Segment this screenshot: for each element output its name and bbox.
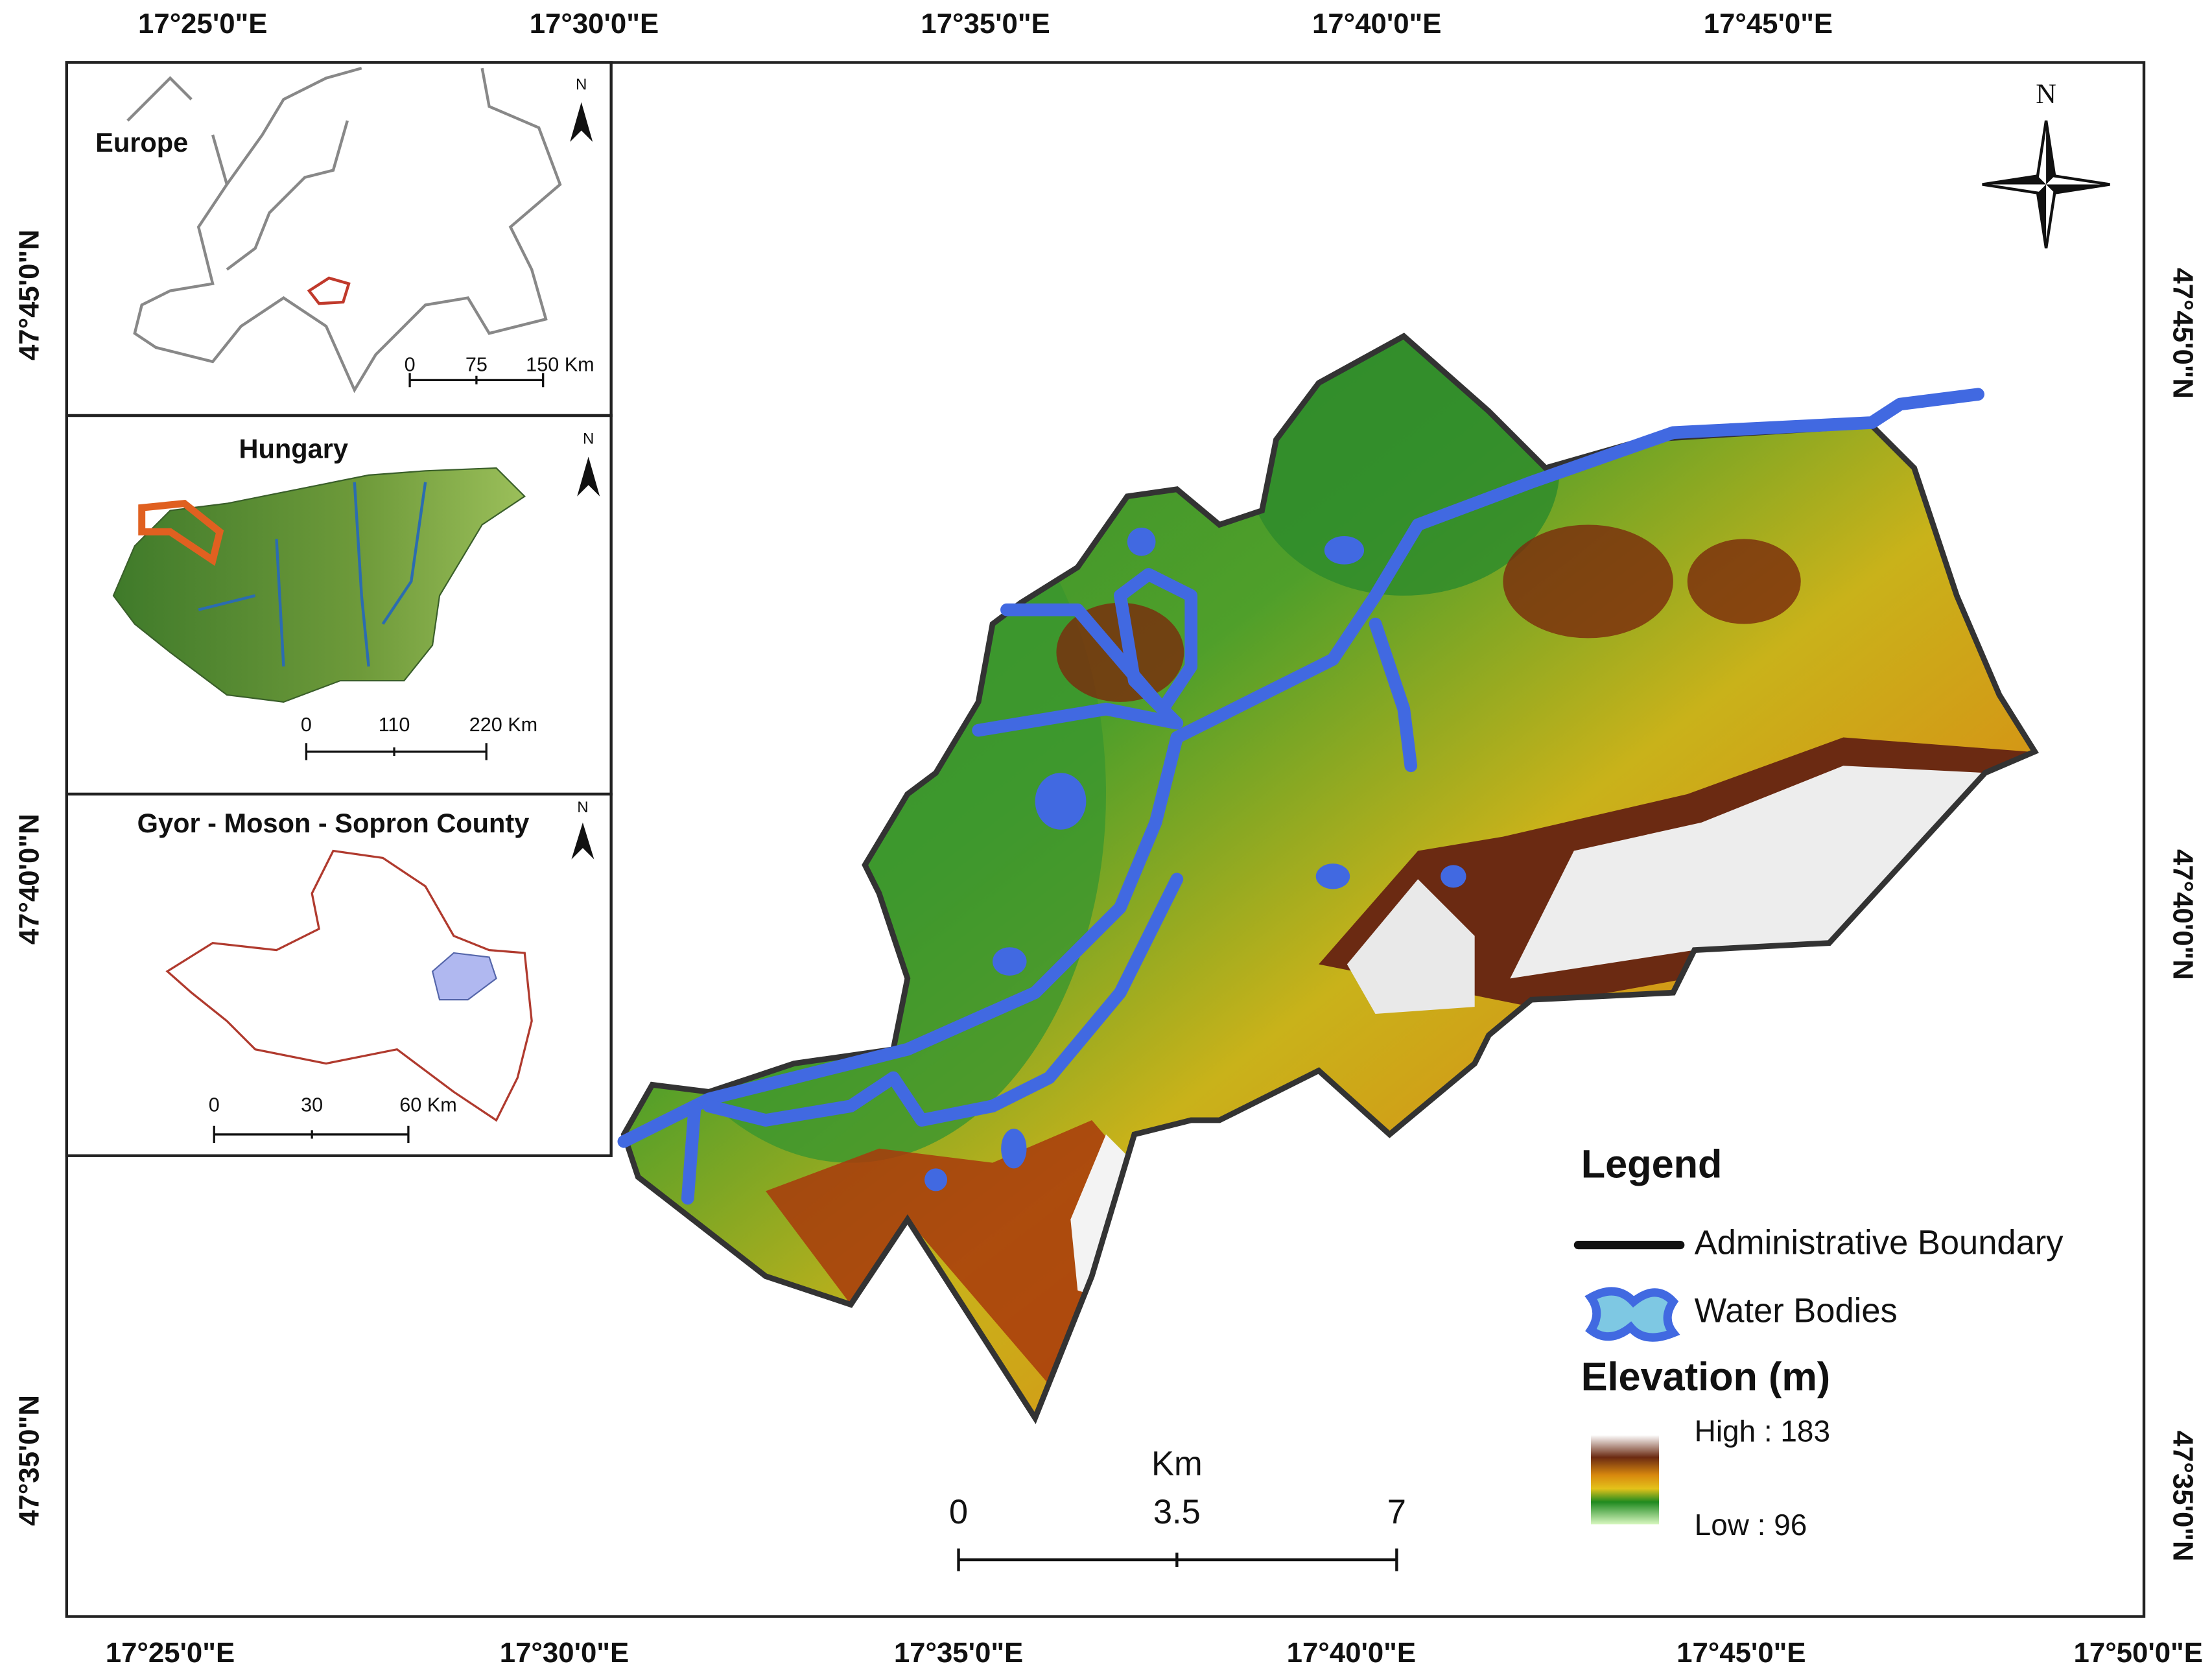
lake [1315,863,1350,889]
right-coordinate: 47°45'0"N [2167,268,2198,399]
inset-north: N [583,430,594,448]
north-label: N [2036,78,2056,110]
county-highlight [138,499,224,566]
inset-title: Gyor - Moson - Sopron County [137,808,530,838]
inset-scale-label: 75 [465,354,488,376]
right-coordinate: 47°40'0"N [2167,849,2198,980]
highland [1503,524,1673,639]
compass-shade [1982,176,2047,185]
inset-scale-label: 0 [301,714,312,736]
inset-scale-label: 110 [379,714,410,736]
bottom-coordinate: 17°30'0"E [500,1637,629,1669]
left-coordinate: 47°35'0"N [14,1395,45,1526]
scale-unit: Km [1151,1445,1203,1483]
scale-bar [957,1548,1398,1571]
right-coordinate: 47°35'0"N [2167,1431,2198,1562]
legend-title: Legend [1581,1142,1723,1186]
scale-label: 0 [949,1493,968,1531]
top-coordinate: 17°25'0"E [138,8,267,40]
top-coordinate: 17°30'0"E [530,8,659,40]
inset-title: Hungary [239,434,348,464]
lake [1127,527,1156,556]
inset-scale-bar [213,1125,410,1144]
county-outline [165,849,533,1122]
side-channel [972,568,1198,737]
main-river [617,388,1984,1148]
legend-item: Water Bodies [1695,1291,1898,1330]
scale-label: 7 [1387,1493,1406,1531]
hungary-highlight [307,276,351,305]
inset-north-arrow [570,102,593,142]
elevation-title: Elevation (m) [1581,1354,1830,1398]
lake [993,947,1027,976]
elevation-low: Low : 96 [1695,1508,1807,1542]
inset-north: N [577,799,588,816]
inset-north-arrow [571,822,594,860]
inset-scale-label: 0 [209,1094,220,1116]
compass-shade [2046,184,2110,193]
inset-title: Europe [95,127,188,158]
legend-water-symbol [1584,1287,1680,1342]
top-coordinate: 17°40'0"E [1312,8,1441,40]
inset-north-arrow [577,456,600,497]
elevation-high: High : 183 [1695,1415,1830,1448]
europe-outline [126,67,562,393]
inset-scale-label: 60 Km [399,1094,456,1116]
scale-label: 3.5 [1153,1493,1201,1531]
bottom-coordinate: 17°35'0"E [894,1637,1023,1669]
compass-shade [2046,121,2055,185]
lake [1441,865,1466,888]
inset-scale-label: 0 [405,354,416,376]
compass-shade [2037,184,2047,248]
peak [1510,766,1986,979]
lake [1001,1129,1027,1169]
bottom-coordinate: 17°25'0"E [106,1637,235,1669]
top-coordinate: 17°35'0"E [921,8,1050,40]
legend-item: Administrative Boundary [1695,1223,2064,1262]
elevation-ramp [1591,1435,1659,1525]
left-coordinate: 47°45'0"N [14,229,45,360]
bottom-coordinate: 17°40'0"E [1287,1637,1416,1669]
inset-frame [65,792,613,1157]
water-bodies [617,388,1984,1205]
hungary-rivers [198,482,427,667]
side-channel [681,873,1184,1205]
inset-scale-label: 220 Km [469,714,538,736]
lake [924,1168,948,1192]
inset-scale-bar [408,373,545,388]
district-highlight [431,952,497,1001]
compass: N [1982,78,2110,249]
left-coordinate: 47°40'0"N [14,814,45,945]
highland [1687,539,1801,624]
lake [1035,773,1087,830]
top-coordinate: 17°45'0"E [1704,8,1833,40]
inset-scale-label: 150 Km [526,354,594,376]
inset-north: N [576,76,587,93]
lakes [924,527,1466,1192]
bottom-coordinate: 17°50'0"E [2074,1637,2203,1669]
lake [1324,535,1365,565]
inset-scale-label: 30 [301,1094,323,1116]
inset-scale-bar [305,743,488,760]
peak [1347,879,1475,1015]
bottom-coordinate: 17°45'0"E [1677,1637,1806,1669]
side-channel [1369,617,1418,773]
